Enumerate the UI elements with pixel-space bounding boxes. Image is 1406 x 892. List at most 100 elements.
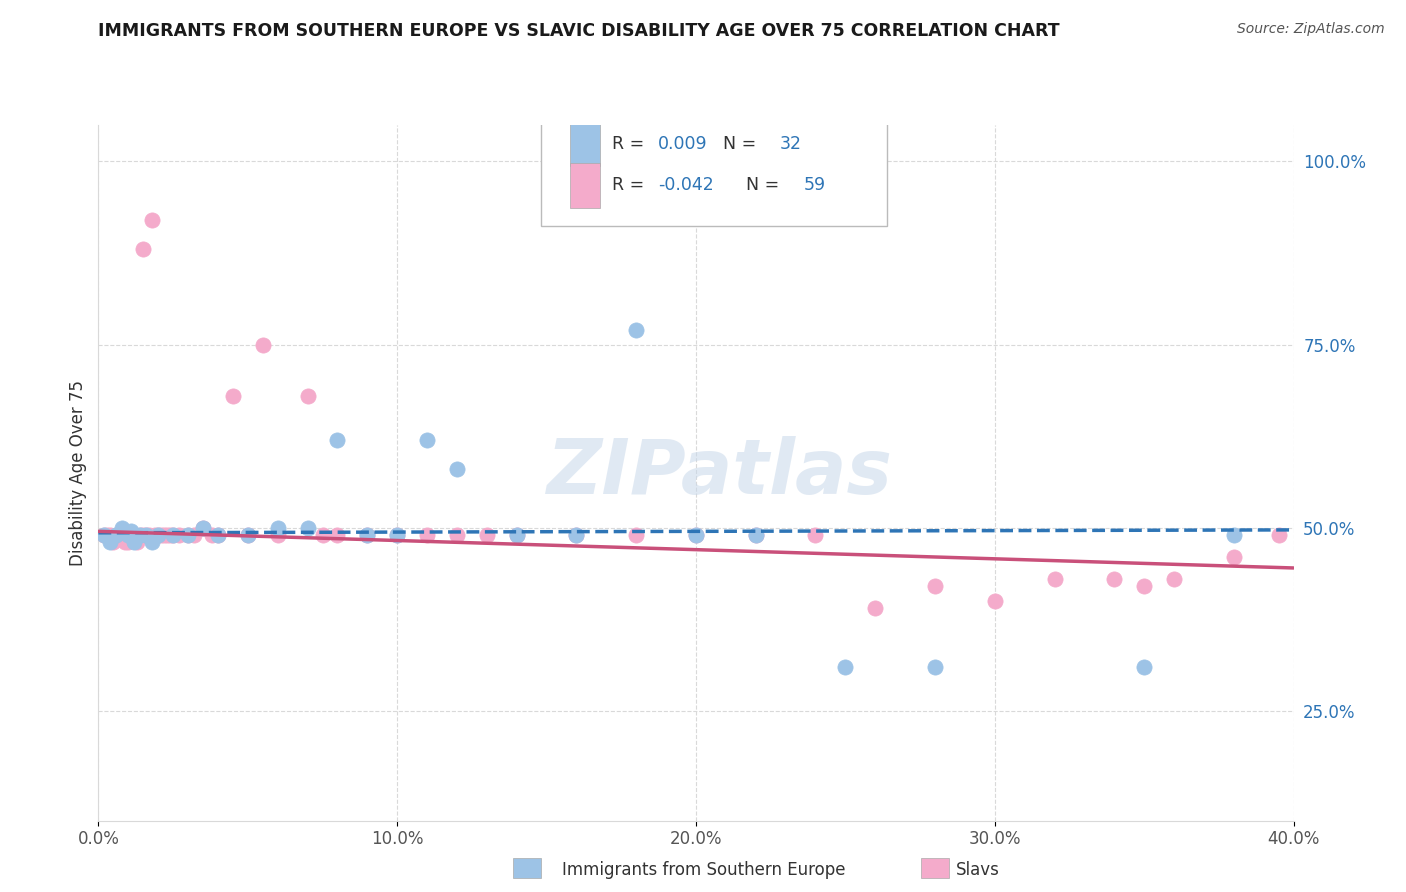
Point (1223, 549, 1246, 564)
Point (93, 528, 115, 542)
Point (924, 579, 946, 593)
Point (111, 528, 134, 542)
Point (207, 528, 229, 542)
Text: -0.042: -0.042 (658, 177, 713, 194)
Point (1267, 528, 1289, 542)
Point (105, 528, 128, 542)
Point (201, 528, 224, 542)
Point (135, 528, 157, 542)
Point (745, 528, 768, 542)
Point (236, 528, 259, 542)
Point (124, 535, 146, 549)
Point (506, 528, 529, 542)
Point (117, 535, 139, 549)
Point (162, 528, 184, 542)
Point (143, 528, 166, 542)
Point (416, 433, 439, 447)
Point (222, 389, 245, 403)
Point (167, 528, 190, 542)
Point (105, 528, 128, 542)
Point (297, 521, 319, 535)
Text: ZIPatlas: ZIPatlas (547, 436, 893, 509)
Text: Slavs: Slavs (956, 861, 1000, 879)
Point (177, 528, 200, 542)
Point (865, 601, 887, 615)
Point (141, 535, 163, 549)
Point (132, 243, 155, 257)
Point (117, 528, 139, 542)
Point (311, 528, 333, 542)
Point (475, 528, 498, 542)
Text: R =: R = (613, 135, 650, 153)
Point (191, 521, 214, 535)
Text: IMMIGRANTS FROM SOUTHERN EUROPE VS SLAVIC DISABILITY AGE OVER 75 CORRELATION CHA: IMMIGRANTS FROM SOUTHERN EUROPE VS SLAVI… (98, 22, 1060, 40)
Point (984, 594, 1007, 608)
Point (385, 528, 409, 542)
Point (565, 528, 588, 542)
Point (297, 389, 319, 403)
Point (207, 528, 229, 542)
Point (100, 528, 122, 542)
Point (1043, 572, 1066, 586)
Point (924, 660, 946, 674)
Text: Immigrants from Southern Europe: Immigrants from Southern Europe (562, 861, 846, 879)
Point (326, 433, 349, 447)
Point (177, 528, 200, 542)
Point (183, 528, 205, 542)
FancyBboxPatch shape (571, 162, 600, 208)
Point (148, 528, 170, 542)
Text: 0.009: 0.009 (658, 135, 707, 153)
Point (446, 528, 468, 542)
Point (159, 528, 181, 542)
Point (114, 535, 136, 549)
Point (100, 535, 122, 549)
Point (93, 528, 115, 542)
Point (108, 528, 131, 542)
Point (1104, 572, 1126, 586)
Point (626, 528, 648, 542)
Text: N =: N = (735, 177, 785, 194)
Point (1133, 579, 1156, 593)
Point (416, 528, 439, 542)
Point (565, 528, 588, 542)
Text: 32: 32 (780, 135, 801, 153)
Point (267, 528, 290, 542)
Point (1133, 660, 1156, 674)
Point (191, 521, 214, 535)
FancyBboxPatch shape (571, 121, 600, 166)
Point (120, 524, 142, 539)
Point (1223, 528, 1246, 542)
Point (506, 528, 529, 542)
Point (124, 528, 146, 542)
Point (385, 528, 409, 542)
Point (446, 462, 468, 476)
Point (162, 528, 184, 542)
Point (745, 528, 768, 542)
Point (138, 528, 160, 542)
Point (141, 213, 163, 227)
Point (120, 528, 142, 542)
Point (129, 528, 152, 542)
Point (685, 528, 707, 542)
Point (153, 528, 176, 542)
Point (834, 660, 856, 674)
Text: 59: 59 (804, 177, 825, 194)
Point (132, 528, 155, 542)
Text: R =: R = (613, 177, 650, 194)
Point (103, 535, 125, 549)
Text: Source: ZipAtlas.com: Source: ZipAtlas.com (1237, 22, 1385, 37)
Point (267, 521, 290, 535)
Point (150, 528, 173, 542)
Point (804, 528, 827, 542)
Point (111, 521, 134, 535)
Point (236, 528, 259, 542)
Point (1163, 572, 1185, 586)
Point (135, 528, 157, 542)
Text: N =: N = (711, 135, 761, 153)
Point (626, 323, 648, 337)
Point (129, 528, 152, 542)
Y-axis label: Disability Age Over 75: Disability Age Over 75 (69, 380, 87, 566)
Point (117, 528, 139, 542)
Point (156, 528, 179, 542)
Point (127, 535, 149, 549)
